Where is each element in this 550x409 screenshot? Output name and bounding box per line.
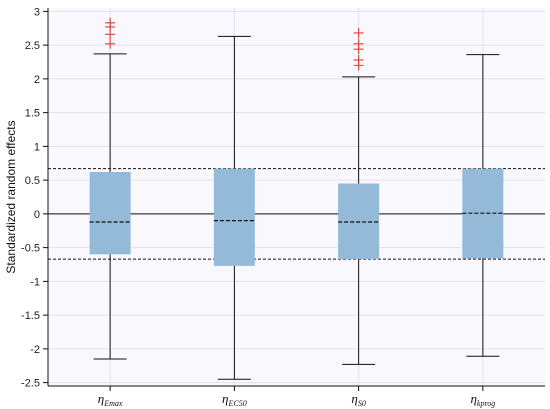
category-symbol: η (470, 391, 476, 406)
outlier-marker (353, 27, 364, 38)
labels: Standardized random effects ηEmax ηEC50 ηS… (4, 120, 495, 408)
y-tick-label: 0.5 (25, 175, 40, 187)
y-tick-label: 2 (34, 74, 40, 86)
category-subscript: S0 (358, 399, 366, 408)
x-category-label: ηkprog (470, 391, 495, 408)
box-emax (89, 17, 131, 360)
category-subscript: kprog (477, 399, 495, 408)
reference-lines (48, 168, 545, 260)
box-kprog (462, 54, 504, 357)
y-tick-label: -1 (30, 276, 40, 288)
y-tick-label: 1 (34, 141, 40, 153)
box-ec50 (213, 35, 255, 380)
interquartile-box (89, 172, 131, 255)
y-tick-label: 1.5 (25, 108, 40, 120)
interquartile-box (338, 183, 380, 260)
boxes (89, 17, 504, 380)
outlier-marker (105, 38, 116, 49)
y-tick-label: -0.5 (21, 243, 40, 255)
outlier-marker (353, 38, 364, 49)
y-tick-label: 3 (34, 6, 40, 18)
category-subscript: Emax (103, 399, 123, 408)
interquartile-box (213, 168, 255, 266)
category-symbol: η (351, 391, 357, 406)
box-s0 (338, 27, 380, 365)
y-tick-label: -2.5 (21, 378, 40, 390)
y-tick-label: 0 (34, 209, 40, 221)
outlier-marker (353, 54, 364, 65)
y-tick-label: 2.5 (25, 40, 40, 52)
category-symbol: η (222, 391, 228, 406)
x-category-label: ηEC50 (222, 391, 247, 408)
x-category-label: ηS0 (351, 391, 365, 408)
x-category-label: ηEmax (98, 391, 123, 408)
category-symbol: η (98, 391, 104, 406)
plot-area-background (48, 8, 545, 386)
y-tick-label: -1.5 (21, 310, 40, 322)
y-tick-label: -2 (30, 344, 40, 356)
outlier-marker (105, 17, 116, 28)
y-axis-label: Standardized random effects (4, 120, 18, 273)
axes: -2.5 -2 -1.5 -1 -0.5 0 0.5 1 1.5 2 2.5 3 (21, 6, 545, 391)
category-subscript: EC50 (227, 399, 246, 408)
